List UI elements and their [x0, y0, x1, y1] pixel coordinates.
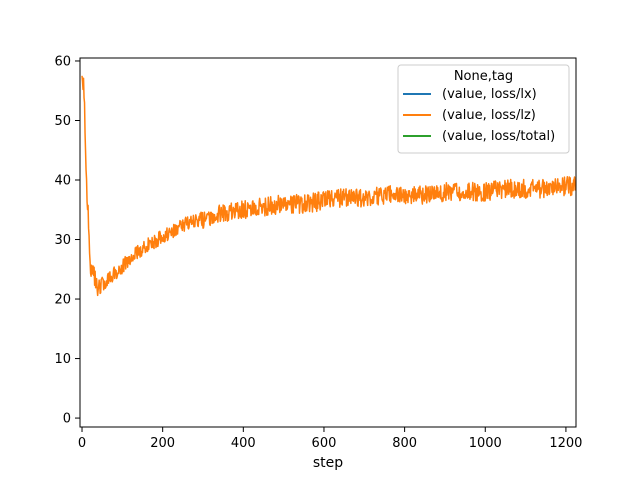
legend-title: None,tag: [454, 69, 513, 84]
legend-entry: (value, loss/lz): [442, 108, 536, 123]
y-tick-label: 20: [54, 293, 71, 308]
axes-frame: [79, 57, 577, 428]
y-tick-label: 0: [63, 412, 71, 427]
x-tick-label: 0: [78, 436, 86, 451]
y-tick-label: 40: [54, 174, 71, 189]
legend-entry: (value, loss/total): [442, 129, 555, 144]
x-axis-label: step: [313, 455, 343, 471]
x-tick-label: 1000: [469, 436, 502, 451]
x-tick-label: 400: [231, 436, 256, 451]
legend: None,tag (value, loss/lx) (value, loss/lz)…: [397, 64, 570, 154]
legend-entry: (value, loss/lx): [442, 87, 537, 102]
plot-area: [79, 57, 577, 428]
x-tick-label: 800: [392, 436, 417, 451]
x-tick-label: 1200: [549, 436, 582, 451]
x-tick-label: 600: [312, 436, 337, 451]
y-axis-ticks: 0 10 20 30 40 50 60: [54, 54, 80, 427]
y-tick-label: 30: [54, 233, 71, 248]
y-tick-label: 60: [54, 54, 71, 69]
y-tick-label: 10: [54, 352, 71, 367]
series-line-1: [81, 75, 576, 297]
legend-box: [397, 64, 570, 154]
x-tick-label: 200: [150, 436, 175, 451]
y-tick-label: 50: [54, 114, 71, 129]
x-axis-ticks: 0 200 400 600 800 1000 1200: [78, 427, 582, 451]
